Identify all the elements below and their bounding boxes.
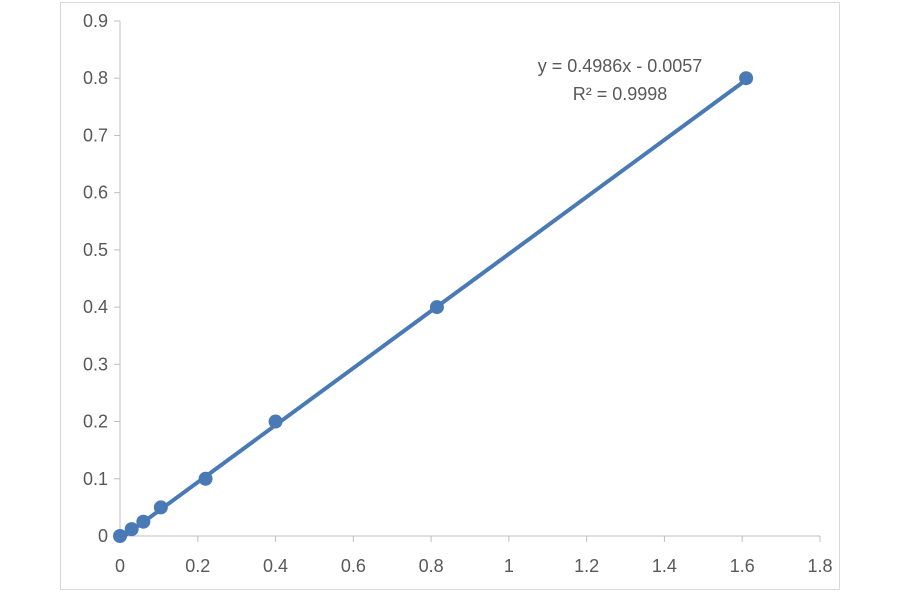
data-point — [113, 529, 127, 543]
y-tick-label: 0.8 — [83, 68, 108, 88]
data-points — [113, 71, 754, 543]
y-tick-label: 0.7 — [83, 125, 108, 145]
data-point — [153, 500, 168, 515]
y-tick-label: 0.6 — [83, 183, 108, 203]
data-point — [124, 522, 139, 537]
y-tick-label: 0.3 — [83, 354, 108, 374]
x-tick-label: 1.2 — [574, 556, 599, 576]
trendline-r-squared: R² = 0.9998 — [573, 84, 668, 104]
data-point — [739, 71, 754, 86]
x-tick-label: 0.6 — [341, 556, 366, 576]
x-tick-label: 0.4 — [263, 556, 288, 576]
y-tick-label: 0 — [98, 526, 108, 546]
trendline-equation: y = 0.4986x - 0.0057 — [538, 56, 703, 76]
x-tick-label: 1.6 — [730, 556, 755, 576]
x-tick-label: 0.8 — [419, 556, 444, 576]
y-tick-label: 0.4 — [83, 297, 108, 317]
data-point — [198, 471, 213, 486]
x-tick-label: 1.8 — [807, 556, 832, 576]
data-point — [429, 300, 444, 315]
x-tick-label: 0.2 — [185, 556, 210, 576]
y-tick-label: 0.9 — [83, 11, 108, 31]
y-tick-label: 0.2 — [83, 412, 108, 432]
data-point — [268, 414, 283, 429]
y-tick-label: 0.5 — [83, 240, 108, 260]
trendline-labels: y = 0.4986x - 0.0057 R² = 0.9998 — [538, 56, 703, 104]
data-point — [136, 514, 151, 529]
x-tick-label: 1 — [504, 556, 514, 576]
x-tick-label: 0 — [115, 556, 125, 576]
y-tick-label: 0.1 — [83, 469, 108, 489]
x-tick-label: 1.4 — [652, 556, 677, 576]
tick-labels: 0 0.1 0.2 0.3 0.4 0.5 0.6 0.7 0.8 0.9 0 0.2 0.4 0.6 0.… — [83, 11, 833, 576]
axes — [114, 20, 821, 542]
